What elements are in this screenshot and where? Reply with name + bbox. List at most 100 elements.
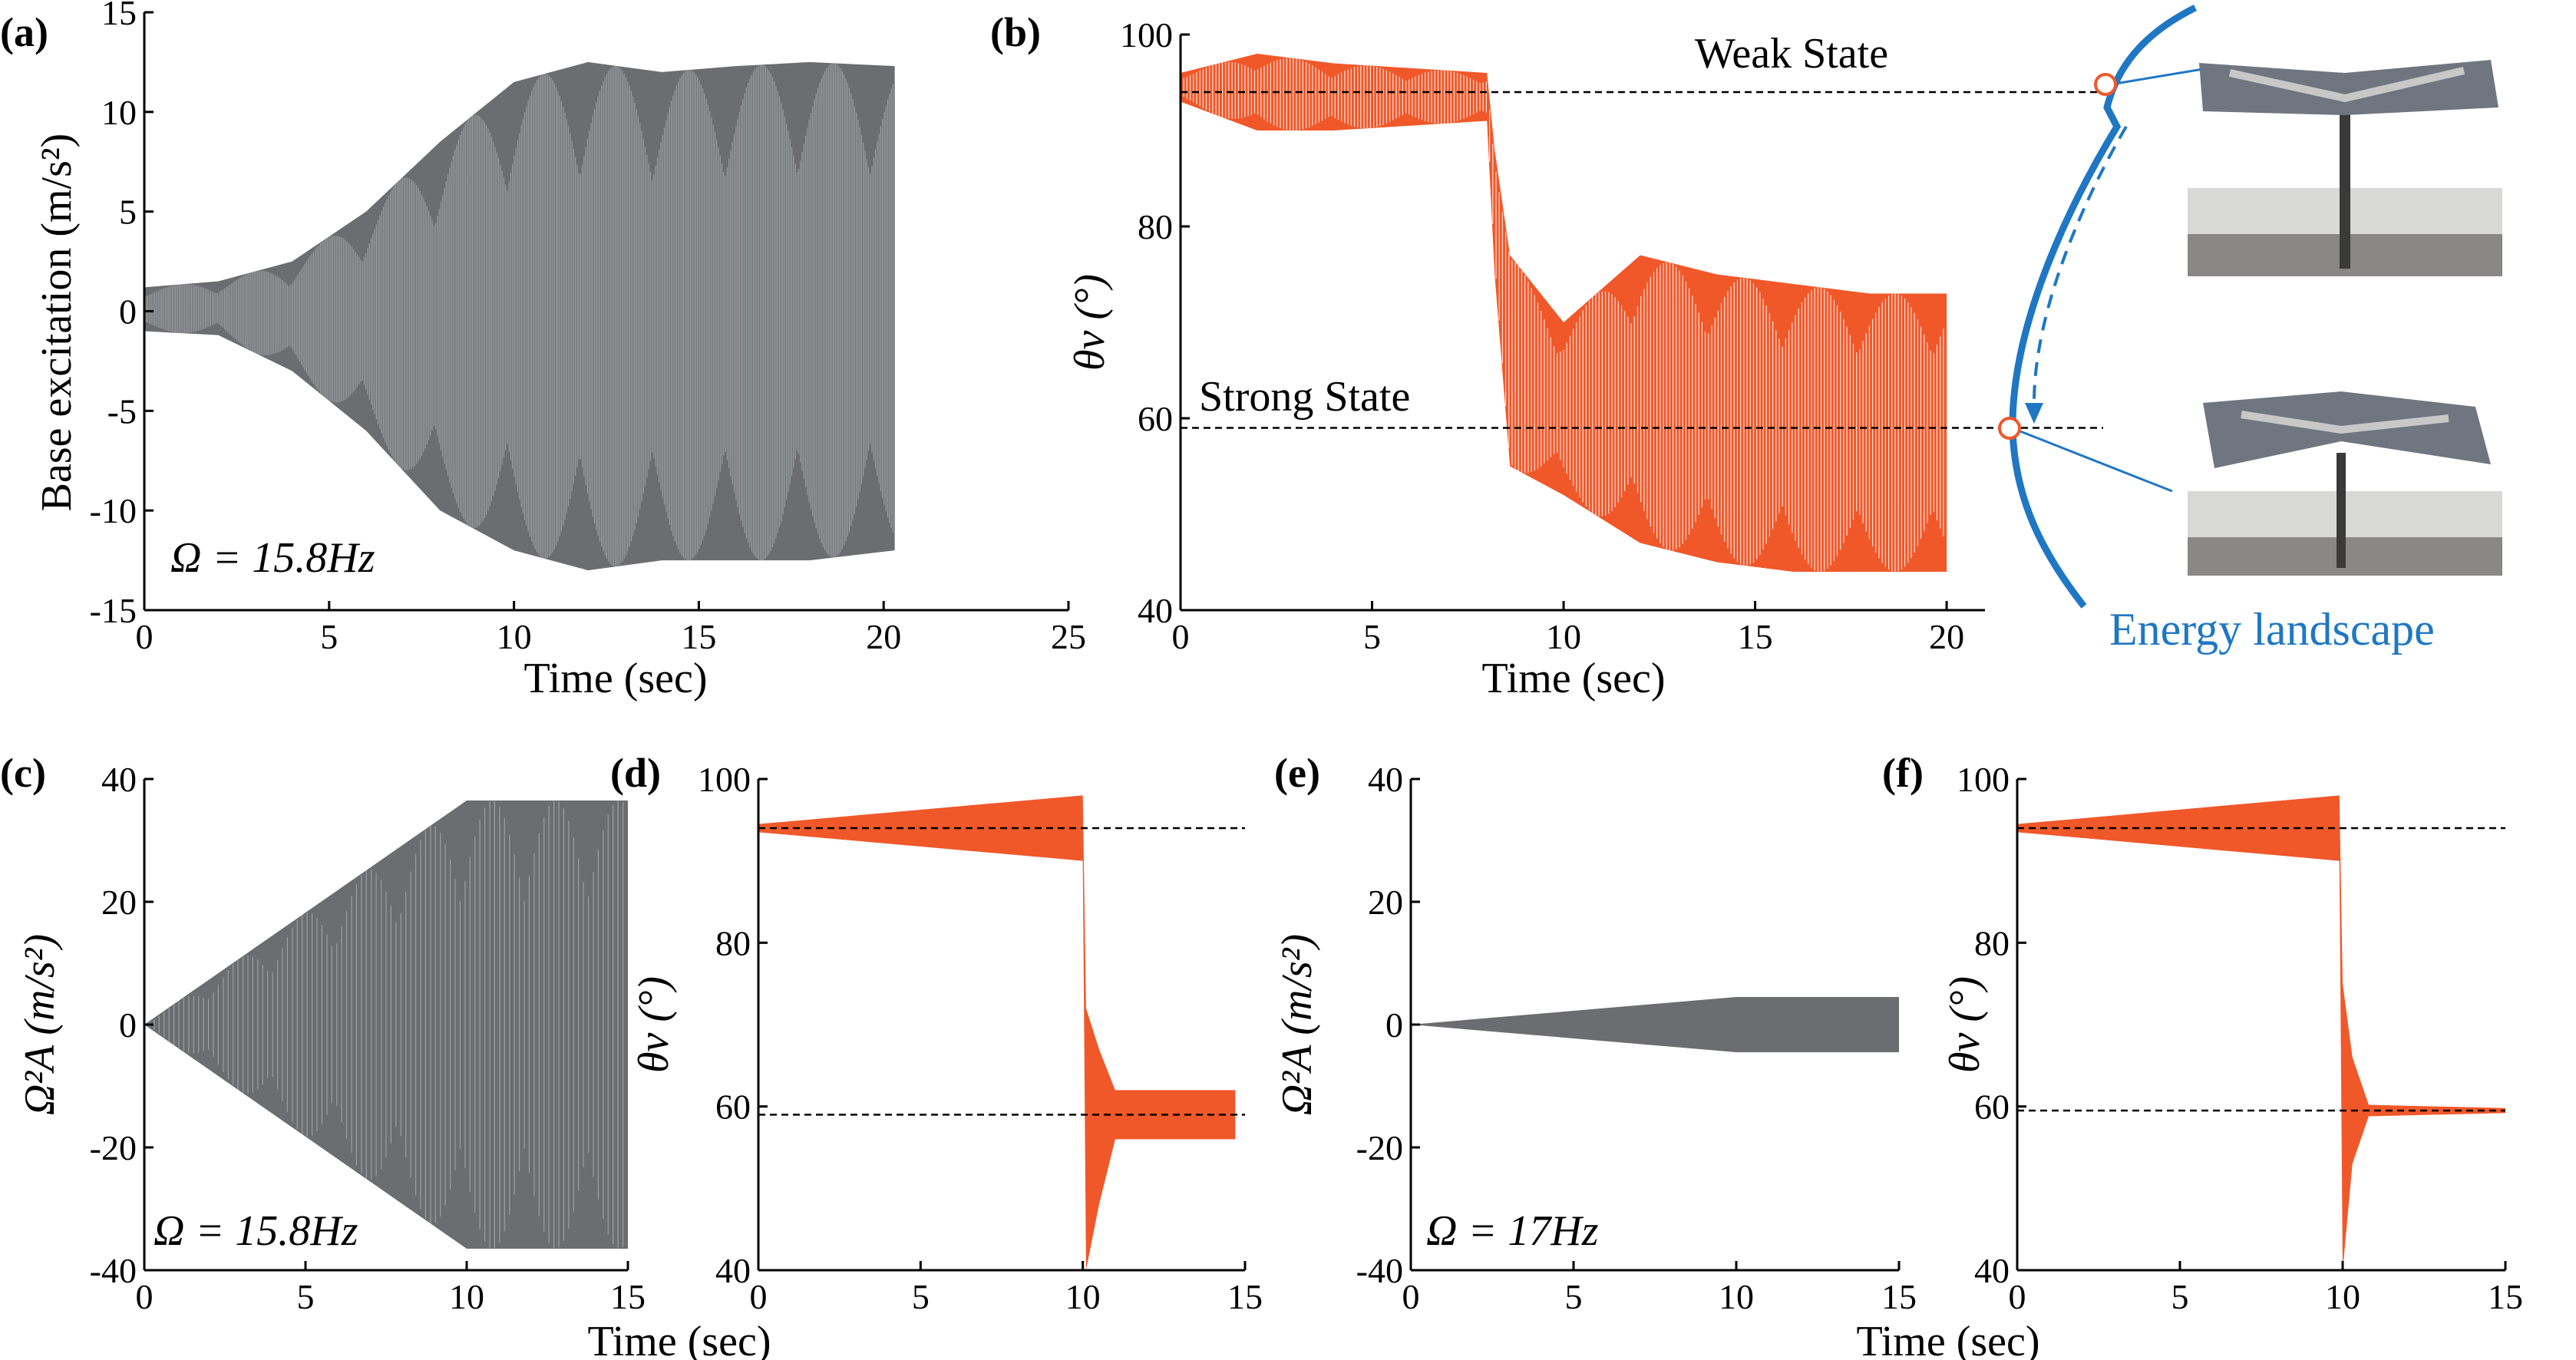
y-tick-label: 80 xyxy=(1974,923,2010,962)
x-tick-label: 15 xyxy=(1227,1277,1263,1316)
panel-d-label: (d) xyxy=(610,750,661,796)
energy-landscape-diagram: Energy landscape xyxy=(1998,4,2502,655)
x-tick-label: 0 xyxy=(136,1277,154,1316)
x-tick-label: 25 xyxy=(1051,617,1086,656)
x-tick-label: 10 xyxy=(2325,1277,2360,1316)
panel-f: (f) 0 5 10 15 40 60 80 100 Time (sec) θv (°) xyxy=(1856,750,2523,1360)
y-tick-label: -20 xyxy=(90,1128,137,1167)
y-tick-label: 20 xyxy=(101,883,137,922)
y-tick-label: 15 xyxy=(101,0,137,32)
x-tick-label: 15 xyxy=(1738,617,1773,656)
x-tick-label: 0 xyxy=(1402,1277,1420,1316)
x-tick-label: 0 xyxy=(1172,617,1190,656)
panel-b-plot: 0 5 10 15 20 40 60 80 100 xyxy=(1120,15,2103,656)
panel-a-plot: 0 5 10 15 20 25 -15 -10 -5 0 5 10 15 xyxy=(90,0,1086,656)
y-tick-label: 60 xyxy=(715,1088,751,1127)
transition-dashed-arrow xyxy=(2033,125,2128,404)
y-tick-label: 100 xyxy=(1957,760,2010,799)
x-tick-label: 5 xyxy=(1363,617,1381,656)
photo-rod xyxy=(2340,92,2350,269)
energy-landscape-label: Energy landscape xyxy=(2109,604,2435,655)
y-tick-label: 0 xyxy=(1385,1005,1403,1045)
y-tick-label: -40 xyxy=(1356,1251,1403,1290)
panel-e-plot: 0 5 10 15 -40 -20 0 20 40 xyxy=(1356,760,1917,1316)
panel-a-xlabel: Time (sec) xyxy=(523,655,707,702)
strong-state-photo xyxy=(2188,391,2502,576)
x-tick-label: 0 xyxy=(136,617,154,656)
panel-e: (e) 0 5 10 15 -40 -20 0 20 40 Ω²A (m/s²) Ω = 17H… xyxy=(1273,750,1917,1316)
y-tick-label: 10 xyxy=(101,93,137,132)
panel-b-ylabel: θv (°) xyxy=(1066,274,1114,371)
panel-d-ylabel: θv (°) xyxy=(630,976,678,1073)
weak-state-photo xyxy=(2188,60,2502,276)
x-tick-label: 5 xyxy=(2171,1277,2189,1316)
y-tick-label: 60 xyxy=(1138,399,1173,438)
x-tick-label: 10 xyxy=(497,617,532,656)
y-tick-label: -20 xyxy=(1356,1128,1403,1167)
x-tick-label: 5 xyxy=(297,1277,315,1316)
photo-origami-sheet xyxy=(2199,60,2498,115)
photo-rod xyxy=(2337,453,2346,568)
y-tick-label: 40 xyxy=(101,760,137,799)
panel-f-plot: 0 5 10 15 40 60 80 100 xyxy=(1957,760,2523,1316)
panel-c-xlabel: Time (sec) xyxy=(587,1318,771,1360)
y-tick-label: 80 xyxy=(715,923,751,962)
series-envelope xyxy=(1181,54,1947,572)
y-tick-label: -5 xyxy=(107,391,137,431)
y-tick-label: 100 xyxy=(1120,15,1173,54)
y-tick-label: 20 xyxy=(1368,883,1403,922)
panel-a-annotation: Ω = 15.8Hz xyxy=(170,534,375,582)
x-tick-label: 20 xyxy=(1929,617,1964,656)
y-tick-label: -40 xyxy=(90,1251,137,1290)
panel-d: (d) 0 5 10 15 40 60 80 100 θv (°) xyxy=(610,750,1263,1316)
x-tick-label: 20 xyxy=(866,617,901,656)
x-tick-label: 10 xyxy=(1546,617,1581,656)
strong-state-pointer xyxy=(2016,428,2173,493)
x-tick-label: 15 xyxy=(2488,1277,2523,1316)
x-tick-label: 10 xyxy=(449,1277,484,1316)
transition-arrow-head xyxy=(2025,403,2043,424)
panel-e-annotation: Ω = 17Hz xyxy=(1426,1207,1599,1255)
photo-origami-crease xyxy=(2241,411,2449,434)
y-tick-label: 100 xyxy=(698,760,751,799)
x-tick-label: 5 xyxy=(912,1277,930,1316)
series-envelope xyxy=(758,795,1236,1270)
x-tick-label: 10 xyxy=(1719,1277,1754,1316)
strong-state-label: Strong State xyxy=(1199,373,1410,421)
x-tick-label: 5 xyxy=(1565,1277,1583,1316)
panel-a-ylabel: Base excitation (m/s²) xyxy=(33,134,81,512)
strong-state-marker xyxy=(1998,417,2021,440)
panel-f-label: (f) xyxy=(1882,750,1924,796)
y-tick-label: -15 xyxy=(90,591,137,630)
series-oscillation xyxy=(148,800,624,1249)
panel-c-plot: 0 5 10 15 -40 -20 0 20 40 xyxy=(90,760,646,1316)
y-tick-label: 40 xyxy=(1138,591,1173,630)
x-tick-label: 0 xyxy=(2009,1277,2026,1316)
x-tick-label: 5 xyxy=(320,617,338,656)
y-tick-label: 0 xyxy=(119,1005,137,1045)
panel-b-label: (b) xyxy=(990,9,1041,55)
panel-c-ylabel: Ω²A (m/s²) xyxy=(16,934,64,1115)
panel-b-xlabel: Time (sec) xyxy=(1481,655,1665,702)
y-tick-label: 5 xyxy=(119,193,137,232)
panel-a-label: (a) xyxy=(0,9,48,55)
series-envelope xyxy=(1411,997,1899,1052)
panel-d-plot: 0 5 10 15 40 60 80 100 xyxy=(698,760,1263,1316)
y-tick-label: 80 xyxy=(1138,207,1173,246)
weak-state-label: Weak State xyxy=(1695,30,1888,78)
series-envelope xyxy=(2017,795,2505,1270)
panel-f-xlabel: Time (sec) xyxy=(1856,1318,2039,1360)
x-tick-label: 0 xyxy=(750,1277,768,1316)
weak-state-pointer xyxy=(2110,68,2204,86)
panel-c: (c) 0 5 10 15 -40 -20 0 20 40 Time (sec) Ω²A (m/… xyxy=(0,750,771,1360)
y-tick-label: 40 xyxy=(1368,760,1403,799)
y-tick-label: -10 xyxy=(90,491,137,530)
panel-e-ylabel: Ω²A (m/s²) xyxy=(1273,934,1321,1115)
panel-c-annotation: Ω = 15.8Hz xyxy=(154,1207,358,1255)
x-tick-label: 15 xyxy=(681,617,716,656)
y-tick-label: 40 xyxy=(1974,1251,2010,1290)
panel-e-label: (e) xyxy=(1274,750,1320,796)
x-tick-label: 15 xyxy=(1881,1277,1917,1316)
